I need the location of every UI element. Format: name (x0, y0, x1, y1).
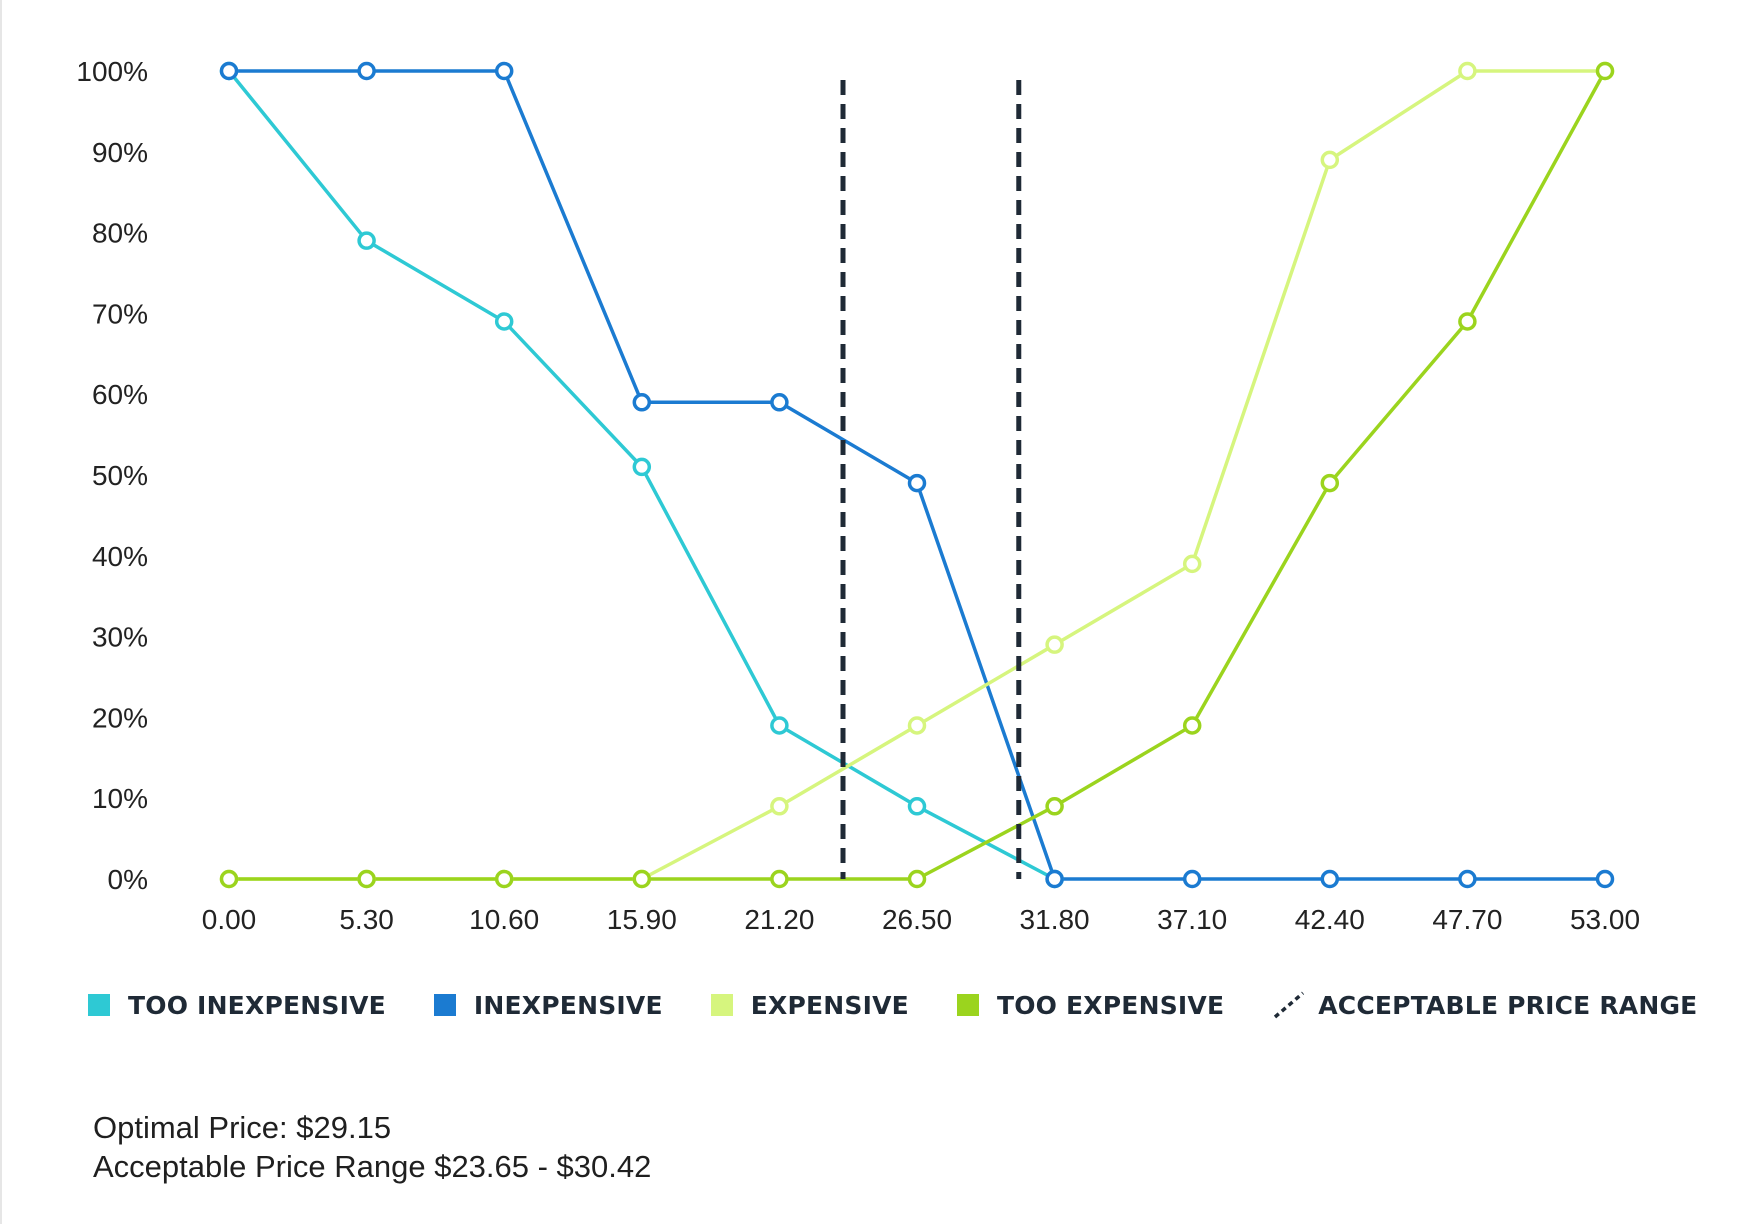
data-point-too-expensive[interactable] (907, 869, 927, 889)
legend-item-too-inexpensive[interactable]: TOO INEXPENSIVE (88, 991, 386, 1020)
data-point-inexpensive[interactable] (1595, 869, 1615, 889)
price-sensitivity-chart: 0% 10% 20% 30% 40% 50% 60% 70% 80% 90% 100% 0.00 5.… (76, 56, 1640, 935)
acceptable-range-text: Acceptable Price Range $23.65 - $30.42 (93, 1149, 652, 1184)
data-point-expensive[interactable] (1320, 150, 1340, 170)
legend-label-too-expensive: TOO EXPENSIVE (996, 990, 1225, 1020)
data-point-too-expensive[interactable] (357, 869, 376, 889)
y-tick-label: 10% (92, 783, 148, 814)
left-border (0, 0, 2, 1224)
legend-label-acceptable-price-range: ACCEPTABLE PRICE RANGE (1318, 990, 1698, 1020)
x-tick-label: 53.00 (1570, 904, 1640, 935)
x-tick-label: 21.20 (744, 904, 814, 935)
data-point-expensive[interactable] (1182, 554, 1202, 574)
data-point-inexpensive[interactable] (632, 393, 652, 412)
data-point-too-inexpensive[interactable] (907, 797, 927, 816)
legend-item-acceptable-price-range[interactable]: ACCEPTABLE PRICE RANGE (1272, 990, 1697, 1020)
x-tick-label: 31.80 (1020, 904, 1090, 935)
legend-item-too-expensive[interactable]: TOO EXPENSIVE (956, 990, 1225, 1020)
data-point-too-expensive[interactable] (219, 869, 239, 889)
y-axis-ticks: 0% 10% 20% 30% 40% 50% 60% 70% 80% 90% 100% (76, 56, 148, 895)
x-tick-label: 47.70 (1432, 904, 1502, 935)
data-point-inexpensive[interactable] (770, 393, 789, 412)
data-point-too-expensive[interactable] (1458, 312, 1477, 331)
data-point-expensive[interactable] (907, 716, 927, 735)
y-tick-label: 100% (76, 56, 148, 87)
data-point-inexpensive[interactable] (1045, 869, 1064, 889)
data-point-inexpensive[interactable] (357, 61, 376, 81)
data-point-too-inexpensive[interactable] (494, 312, 514, 331)
data-point-too-expensive[interactable] (1595, 61, 1615, 81)
data-point-too-expensive[interactable] (494, 869, 514, 889)
data-point-inexpensive[interactable] (219, 61, 239, 81)
data-point-inexpensive[interactable] (1182, 869, 1202, 889)
legend-label-expensive: EXPENSIVE (750, 990, 909, 1020)
legend-swatch-too-inexpensive (88, 994, 110, 1016)
x-tick-label: 42.40 (1295, 904, 1365, 935)
legend-item-inexpensive[interactable]: INEXPENSIVE (433, 990, 663, 1020)
data-point-inexpensive[interactable] (1458, 869, 1477, 889)
legend-item-expensive[interactable]: EXPENSIVE (710, 990, 909, 1020)
optimal-price-text: Optimal Price: $29.15 (93, 1110, 392, 1145)
data-point-too-expensive[interactable] (770, 869, 789, 889)
x-tick-label: 10.60 (469, 904, 539, 935)
y-tick-label: 20% (92, 702, 148, 733)
y-tick-label: 70% (92, 298, 148, 329)
series-points (219, 61, 1615, 889)
data-point-too-expensive[interactable] (632, 869, 652, 889)
x-tick-label: 5.30 (339, 904, 394, 935)
x-axis-ticks: 0.00 5.30 10.60 15.90 21.20 26.50 31.80 37.10 42… (202, 904, 1640, 935)
data-point-inexpensive[interactable] (907, 473, 927, 493)
legend-swatch-expensive (710, 994, 733, 1016)
y-tick-label: 80% (92, 218, 148, 249)
price-notes: Optimal Price: $29.15 Acceptable Price R… (93, 1108, 651, 1186)
data-point-too-expensive[interactable] (1182, 716, 1202, 735)
data-point-inexpensive[interactable] (1320, 869, 1340, 889)
legend-label-too-inexpensive: TOO INEXPENSIVE (128, 990, 386, 1020)
y-tick-label: 50% (92, 460, 148, 491)
legend-swatch-inexpensive (433, 994, 456, 1016)
y-tick-label: 90% (92, 137, 148, 168)
data-point-inexpensive[interactable] (494, 61, 514, 81)
y-tick-label: 60% (92, 379, 148, 410)
y-tick-label: 30% (92, 622, 148, 653)
data-point-too-expensive[interactable] (1320, 473, 1340, 493)
x-tick-label: 15.90 (607, 904, 677, 935)
dashed-line-icon (1274, 991, 1305, 1019)
data-point-too-expensive[interactable] (1045, 797, 1064, 816)
acceptable-range-lines (840, 80, 1022, 879)
x-tick-label: 0.00 (202, 904, 257, 935)
y-tick-label: 0% (108, 864, 148, 895)
x-tick-label: 37.10 (1157, 904, 1227, 935)
data-point-expensive[interactable] (770, 797, 789, 816)
data-point-too-inexpensive[interactable] (632, 457, 652, 477)
data-point-too-inexpensive[interactable] (770, 716, 789, 735)
y-tick-label: 40% (92, 541, 148, 572)
legend-label-inexpensive: INEXPENSIVE (473, 990, 663, 1020)
legend-swatch-too-expensive (956, 994, 979, 1016)
chart-legend: TOO INEXPENSIVE INEXPENSIVE EXPENSIVE TO… (88, 990, 1697, 1020)
x-tick-label: 26.50 (882, 904, 952, 935)
data-point-too-inexpensive[interactable] (357, 231, 376, 250)
data-point-expensive[interactable] (1045, 635, 1064, 654)
data-point-expensive[interactable] (1458, 61, 1477, 81)
